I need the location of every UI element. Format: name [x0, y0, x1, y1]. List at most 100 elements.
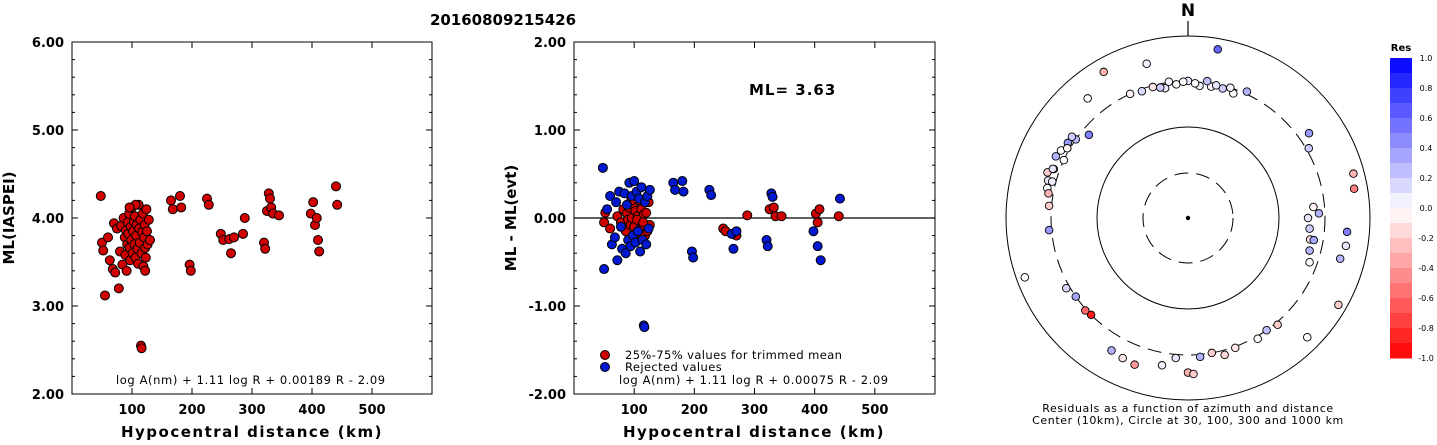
colorbar-labels: 1.0 0.8 0.6 0.4 0.2 0.0 -0.2 -0.4 -0.6 -0.8 -1.0 — [1418, 54, 1434, 363]
data-point — [615, 221, 626, 232]
data-point — [166, 195, 176, 206]
station-marker — [1118, 353, 1127, 363]
data-point — [612, 255, 623, 266]
colorbar-label: 0.6 — [1420, 114, 1433, 123]
ring-100km — [1096, 126, 1280, 310]
data-point — [677, 176, 688, 187]
colorbar-cell — [1390, 163, 1412, 179]
y-tick-label: -1.00 — [529, 300, 566, 315]
event-title: 20160809215426 — [430, 11, 576, 29]
data-point — [636, 182, 647, 193]
data-point — [834, 193, 845, 204]
station-marker — [1231, 343, 1240, 353]
data-point — [141, 204, 152, 215]
data-point — [313, 235, 323, 245]
data-point — [728, 243, 739, 254]
station-marker — [1157, 361, 1167, 370]
colorbar-cell — [1390, 328, 1412, 344]
station-marker — [1303, 333, 1312, 342]
station-marker — [1207, 348, 1217, 358]
station-marker — [1172, 80, 1181, 89]
station-marker — [1059, 155, 1069, 165]
caption-line-2: Center (10km), Circle at 30, 100, 300 an… — [1032, 414, 1344, 427]
station-marker — [1226, 83, 1235, 92]
x-tick-label: 100 — [621, 403, 648, 418]
colorbar-cell — [1390, 208, 1412, 224]
colorbar-label: -0.4 — [1418, 264, 1434, 273]
station-marker — [1334, 300, 1343, 310]
data-point — [98, 245, 109, 256]
colorbar-label: 0.0 — [1420, 204, 1433, 213]
data-point — [605, 191, 616, 201]
station-marker — [1335, 254, 1345, 264]
station-marker — [1273, 320, 1282, 330]
y-tick-label: 1.00 — [534, 124, 566, 139]
y-tick-label: 0.00 — [534, 212, 566, 227]
data-point — [641, 239, 652, 250]
colorbar-cell — [1390, 88, 1412, 104]
data-point — [814, 204, 825, 215]
colorbar-cell — [1390, 268, 1412, 284]
colorbar-cell — [1390, 223, 1412, 239]
data-point — [767, 191, 778, 202]
colorbar-label: 0.8 — [1420, 84, 1433, 93]
station-marker — [1202, 76, 1212, 86]
data-point — [274, 210, 284, 221]
residual-vs-distance-panel: 100 200 300 400 500 -2.00 -1.00 0.00 1.00 2.00 ML… — [502, 36, 936, 441]
station-marker — [1083, 94, 1092, 103]
colorbar-cell — [1390, 253, 1412, 269]
station-marker — [1044, 201, 1054, 211]
data-point — [808, 226, 819, 237]
data-point — [688, 252, 699, 263]
station-marker — [1020, 273, 1030, 282]
data-points — [597, 162, 845, 333]
y-tick-label: 4.00 — [32, 212, 64, 227]
y-tick-label: -2.00 — [529, 388, 566, 403]
legend-label-trimmed: 25%-75% values for trimmed mean — [625, 348, 842, 362]
data-point — [609, 232, 620, 243]
data-point — [742, 210, 753, 221]
x-axis-label: Hypocentral distance (km) — [623, 423, 885, 441]
data-point — [103, 232, 113, 243]
x-tick-label: 500 — [358, 403, 385, 418]
colorbar-label: 0.2 — [1420, 174, 1433, 183]
station-marker — [1048, 164, 1058, 174]
station-marker — [1047, 177, 1057, 186]
colorbar-cell — [1390, 58, 1412, 74]
data-point — [331, 181, 341, 192]
data-point — [314, 246, 325, 257]
station-marker — [1137, 87, 1147, 96]
data-point — [620, 248, 631, 259]
data-point — [113, 283, 124, 294]
station-marker — [1063, 144, 1072, 153]
x-tick-label: 100 — [118, 403, 145, 418]
data-point — [145, 235, 155, 245]
x-tick-label: 400 — [801, 403, 828, 418]
station-marker — [1099, 67, 1108, 77]
data-point — [203, 199, 214, 210]
north-label: N — [1181, 1, 1195, 21]
station-marker — [1342, 227, 1352, 237]
colorbar-label: -0.6 — [1418, 294, 1434, 303]
colorbar-cell — [1390, 193, 1412, 209]
station-marker — [1309, 235, 1318, 245]
data-point — [311, 213, 322, 223]
colorbar-cell — [1390, 148, 1412, 164]
data-point — [597, 162, 608, 173]
data-point — [599, 264, 610, 275]
data-point — [100, 290, 110, 301]
colorbar-label: -0.2 — [1418, 234, 1434, 243]
legend-label-rejected: Rejected values — [625, 360, 722, 374]
station-marker — [1071, 292, 1081, 301]
data-point — [768, 202, 779, 213]
x-tick-label: 300 — [741, 403, 768, 418]
caption-line-1: Residuals as a function of azimuth and d… — [1042, 402, 1333, 415]
ticks: 100 200 300 400 500 2.00 3.00 4.00 5.00 6.00 — [32, 36, 432, 418]
colorbar-cell — [1390, 283, 1412, 299]
station-marker — [1051, 152, 1061, 161]
station-marker — [1303, 213, 1313, 223]
data-point — [104, 255, 115, 266]
data-point — [143, 214, 154, 225]
colorbar-cell — [1390, 298, 1412, 314]
